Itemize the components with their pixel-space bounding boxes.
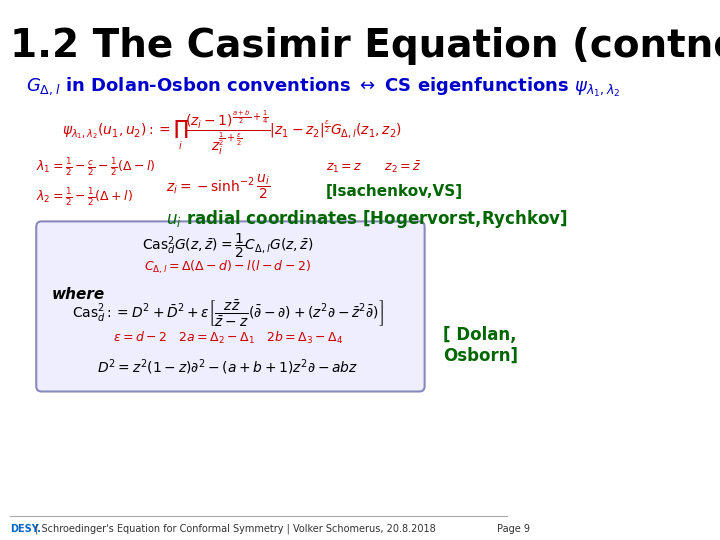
Text: Page 9: Page 9: [497, 523, 530, 534]
Text: $\mathrm{Cas}_d^2 G(z,\bar{z}) = \dfrac{1}{2} C_{\Delta,l} G(z,\bar{z})$: $\mathrm{Cas}_d^2 G(z,\bar{z}) = \dfrac{…: [142, 232, 314, 260]
Text: $G_{\Delta,l}$ in Dolan-Osbon conventions $\leftrightarrow$ CS eigenfunctions $\: $G_{\Delta,l}$ in Dolan-Osbon convention…: [26, 76, 621, 99]
Text: $u_i$ radial coordinates [Hogervorst,Rychkov]: $u_i$ radial coordinates [Hogervorst,Ryc…: [166, 208, 567, 230]
FancyBboxPatch shape: [36, 221, 425, 392]
Text: $\psi_{\lambda_1,\lambda_2}(u_1, u_2) := \prod_i \dfrac{(z_i-1)^{\frac{a+b}{2}+\: $\psi_{\lambda_1,\lambda_2}(u_1, u_2) :=…: [62, 108, 402, 157]
Text: $\epsilon = d-2 \quad 2a = \Delta_2-\Delta_1 \quad 2b = \Delta_3-\Delta_4$: $\epsilon = d-2 \quad 2a = \Delta_2-\Del…: [113, 329, 343, 346]
Text: $z_1 = z \quad\quad z_2 = \bar{z}$: $z_1 = z \quad\quad z_2 = \bar{z}$: [326, 160, 422, 175]
Text: DESY.: DESY.: [10, 523, 41, 534]
Text: | Schroedinger's Equation for Conformal Symmetry | Volker Schomerus, 20.8.2018: | Schroedinger's Equation for Conformal …: [32, 523, 436, 534]
Text: $C_{\Delta,l} = \Delta(\Delta-d) - l(l-d-2)$: $C_{\Delta,l} = \Delta(\Delta-d) - l(l-d…: [144, 259, 311, 276]
Text: $\lambda_2 = \frac{1}{2} - \frac{1}{2}(\Delta + l)$: $\lambda_2 = \frac{1}{2} - \frac{1}{2}(\…: [36, 186, 133, 208]
Text: $D^2 = z^2(1-z)\partial^2 - (a+b+1)z^2\partial - abz$: $D^2 = z^2(1-z)\partial^2 - (a+b+1)z^2\p…: [97, 357, 359, 377]
Text: $\lambda_1 = \frac{1}{2} - \frac{c}{2} - \frac{1}{2}(\Delta - l)$: $\lambda_1 = \frac{1}{2} - \frac{c}{2} -…: [36, 157, 156, 178]
Text: 1.2 The Casimir Equation (contnd): 1.2 The Casimir Equation (contnd): [10, 27, 720, 65]
Text: [ Dolan,
Osborn]: [ Dolan, Osborn]: [443, 326, 518, 365]
Text: [Isachenkov,VS]: [Isachenkov,VS]: [326, 184, 464, 199]
Text: $z_i = -\sinh^{-2}\dfrac{u_i}{2}$: $z_i = -\sinh^{-2}\dfrac{u_i}{2}$: [166, 172, 270, 201]
Text: where: where: [52, 287, 105, 302]
Text: $\mathrm{Cas}_d^2 := D^2 + \bar{D}^2 + \epsilon\left[\dfrac{z\bar{z}}{\bar{z}-z}: $\mathrm{Cas}_d^2 := D^2 + \bar{D}^2 + \…: [72, 298, 384, 328]
